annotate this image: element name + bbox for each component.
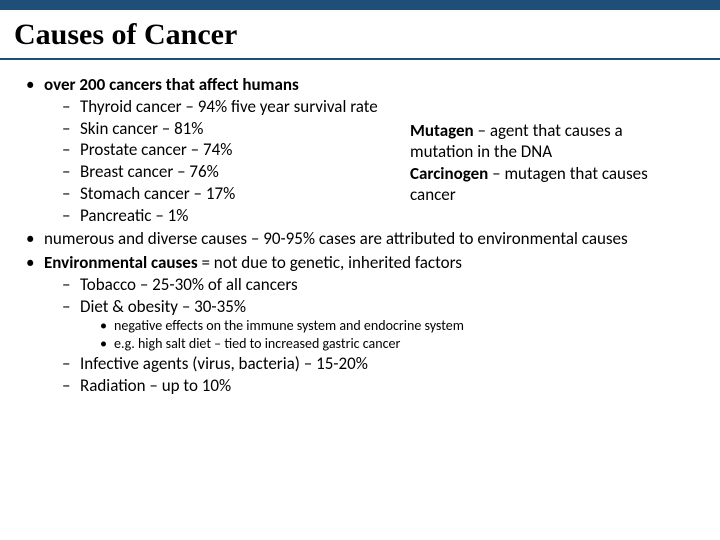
bullet-1-sub-0: Thyroid cancer – 94% five year survival … (62, 96, 704, 118)
slide-title: Causes of Cancer (0, 10, 720, 60)
bullet-3-sub-2-note-0: negative effects on the immune system an… (100, 317, 704, 335)
slide-body: Mutagen – agent that causes a mutation i… (0, 60, 720, 397)
bullet-1-sub-3: Breast cancer – 76% (62, 161, 704, 183)
bullet-1-sub-2: Prostate cancer – 74% (62, 139, 704, 161)
bullet-3-sub-2-label: Diet & obesity – 30-35% (80, 296, 246, 317)
bullet-3-sub-3: Infective agents (virus, bacteria) – 15-… (62, 353, 704, 375)
bullet-1: over 200 cancers that affect humans Thyr… (26, 74, 704, 226)
bullet-1-sub-5: Pancreatic – 1% (62, 205, 704, 227)
bullet-3-rest: = not due to genetic, inherited factors (198, 252, 462, 273)
bullet-3-sub-2: Diet & obesity – 30-35% negative effects… (62, 296, 704, 354)
bullet-1-label: over 200 cancers that affect humans (44, 74, 299, 95)
bullet-1-sub-4: Stomach cancer – 17% (62, 183, 704, 205)
bullet-3-sub-1: Tobacco – 25-30% of all cancers (62, 274, 704, 296)
bullet-1-sub-1: Skin cancer – 81% (62, 118, 704, 140)
bullet-3-sub-2-note-1: e.g. high salt diet – tied to increased … (100, 335, 704, 353)
bullet-3-bold: Environmental causes (44, 252, 198, 273)
bullet-3: Environmental causes = not due to geneti… (26, 252, 704, 397)
bullet-3-sub-4: Radiation – up to 10% (62, 375, 704, 397)
bullet-2: numerous and diverse causes – 90-95% cas… (26, 228, 704, 250)
top-accent-bar (0, 0, 720, 10)
